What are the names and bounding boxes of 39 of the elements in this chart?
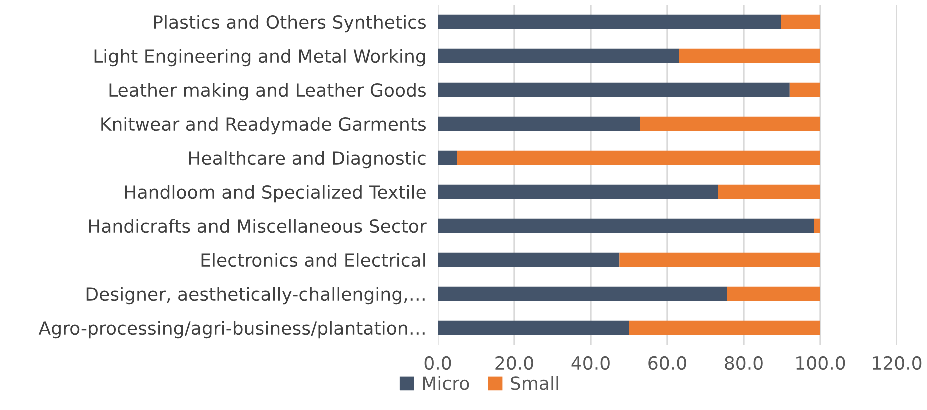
legend-label: Small [511,376,558,390]
y-tick-label: Handloom and Specialized Textile [125,185,426,203]
bar [781,14,820,30]
bar [620,252,820,268]
bar [718,184,820,200]
x-tick-label: 120.0 [873,356,922,370]
bar [790,82,820,98]
bar [438,286,728,302]
x-tick-label: 20.0 [496,356,534,370]
bar [438,116,640,132]
y-tick-label: Knitwear and Readymade Garments [102,117,426,135]
bar [438,82,790,98]
bar [438,14,782,30]
y-tick-label: Electronics and Electrical [202,253,426,268]
bar [438,218,814,234]
bar [438,184,718,200]
bar [438,150,458,166]
bar [679,48,820,64]
y-tick-label: Healthcare and Diagnostic [189,151,426,169]
x-tick-label: 60.0 [648,356,686,370]
bar [438,48,680,64]
y-tick-label: Handicrafts and Miscellaneous Sector [89,219,427,234]
bar [458,150,820,166]
y-tick-label: Agro-processing/agri-business/plantation… [38,321,425,339]
bar [438,252,620,268]
y-tick-label: Designer, aesthetically-challenging,… [86,287,425,305]
bar [727,286,820,302]
legend-label: Micro [423,376,470,390]
x-tick-label: 0.0 [424,356,452,370]
y-tick-label: Leather making and Leather Goods [110,83,426,101]
x-tick-label: 100.0 [796,356,846,370]
bar [438,320,630,336]
y-tick-label: Light Engineering and Metal Working [94,49,426,67]
bar [629,320,820,336]
bar [640,116,820,132]
x-tick-label: 80.0 [725,356,763,370]
bar [814,218,820,234]
y-tick-label: Plastics and Others Synthetics [154,15,426,33]
x-tick-label: 40.0 [572,356,610,370]
